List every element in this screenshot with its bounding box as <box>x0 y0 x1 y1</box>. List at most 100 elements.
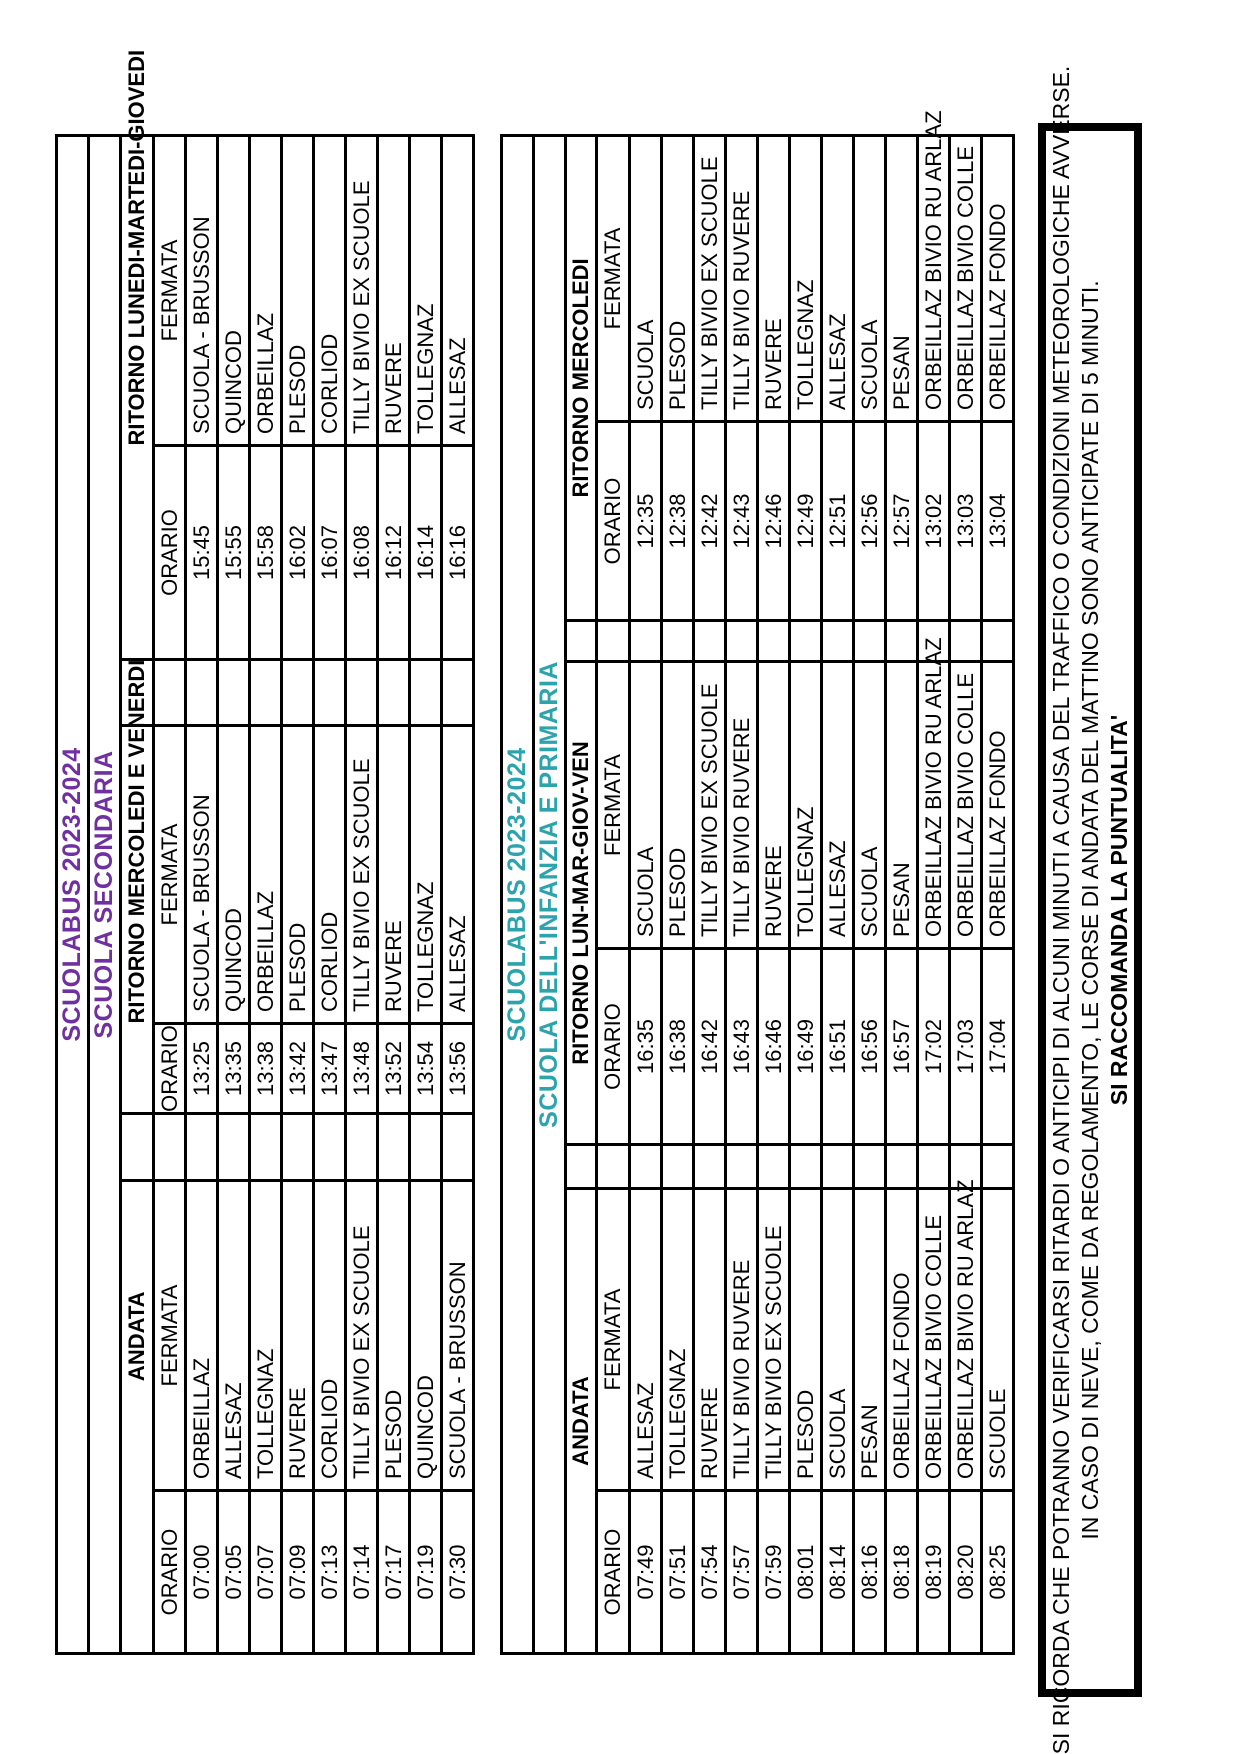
time-cell: 16:08 <box>345 445 378 660</box>
stop-cell: ALLESAZ <box>441 725 474 1024</box>
gap-cell <box>821 620 854 662</box>
time-cell: 13:52 <box>377 1023 410 1114</box>
gap-cell <box>185 1113 218 1181</box>
stop-cell: ALLESAZ <box>821 135 854 422</box>
time-cell: 13:25 <box>185 1023 218 1114</box>
gap-cell <box>596 1144 630 1189</box>
stop-cell: PLESOD <box>281 725 314 1024</box>
time-cell: 16:57 <box>885 948 918 1145</box>
gap-cell <box>185 659 218 726</box>
fermata-column-header: FERMATA <box>153 725 186 1024</box>
gap-cell <box>120 1113 154 1181</box>
stop-cell: QUINCOD <box>217 725 250 1024</box>
stop-cell: ALLESAZ <box>441 135 474 446</box>
table-row: 07:54 RUVERE 16:42 TILLY BIVIO EX SCUOLE 12:… <box>693 135 726 1654</box>
table-row: 07:14 TILLY BIVIO EX SCUOLE 13:48 TILLY BIV… <box>345 135 378 1654</box>
stop-cell: CORLIOD <box>313 135 346 446</box>
orario-column-header: ORARIO <box>153 445 186 660</box>
gap-cell <box>917 1144 950 1189</box>
time-cell: 12:56 <box>853 421 886 621</box>
gap-cell <box>565 1144 597 1189</box>
table-row: 07:59 TILLY BIVIO EX SCUOLE 16:46 RUVERE 12:… <box>757 135 790 1654</box>
notice-line-1: SI RICORDA CHE POTRANNO VERIFICARSI RITA… <box>1047 65 1074 1754</box>
time-cell: 16:02 <box>281 445 314 660</box>
stop-cell: SCUOLA <box>821 1188 854 1491</box>
gap-cell <box>693 1144 726 1189</box>
table-row: 08:19 ORBEILLAZ BIVIO COLLE 17:02 ORBEILLAZ… <box>917 110 950 1654</box>
stop-cell: ALLESAZ <box>629 1188 662 1491</box>
time-cell: 13:35 <box>217 1023 250 1114</box>
time-cell: 13:48 <box>345 1023 378 1114</box>
section-header-spacer <box>120 1023 154 1114</box>
time-cell: 13:38 <box>249 1023 282 1114</box>
table-row: 08:16 PESAN 16:56 SCUOLA 12:56 SCUOLA <box>853 135 886 1654</box>
stop-cell: RUVERE <box>377 725 410 1024</box>
time-cell: 13:03 <box>949 421 982 621</box>
stop-cell: ORBEILLAZ BIVIO COLLE <box>949 135 982 422</box>
timetable-grid: SCUOLABUS 2023-2024 SCUOLA DELL'INFANZIA … <box>500 110 1015 1655</box>
section-header-spacer <box>120 445 154 660</box>
stop-cell: ORBEILLAZ FONDO <box>981 661 1014 949</box>
time-cell: 16:42 <box>693 948 726 1145</box>
gap-cell <box>565 620 597 662</box>
stop-cell: ORBEILLAZ BIVIO RU ARLAZ <box>949 1179 982 1491</box>
stop-cell: CORLIOD <box>313 725 346 1024</box>
gap-cell <box>853 620 886 662</box>
stop-cell: RUVERE <box>757 135 790 422</box>
stop-cell: TOLLEGNAZ <box>789 135 822 422</box>
time-cell: 13:54 <box>409 1023 442 1114</box>
time-cell: 13:04 <box>981 421 1014 621</box>
gap-cell <box>757 620 790 662</box>
fermata-column-header: FERMATA <box>153 1180 186 1491</box>
table-row: 08:01 PLESOD 16:49 TOLLEGNAZ 12:49 TOLLEGNAZ <box>789 135 822 1654</box>
time-cell: 13:42 <box>281 1023 314 1114</box>
time-cell: 07:09 <box>281 1490 314 1654</box>
time-cell: 07:07 <box>249 1490 282 1654</box>
time-cell: 07:05 <box>217 1490 250 1654</box>
time-cell: 16:12 <box>377 445 410 660</box>
time-cell: 08:14 <box>821 1490 854 1654</box>
gap-cell <box>757 1144 790 1189</box>
gap-cell <box>409 659 442 726</box>
section-header: RITORNO MERCOLEDI E VENERDI <box>120 660 154 1024</box>
gap-cell <box>153 659 186 726</box>
stop-cell: QUINCOD <box>409 1180 442 1491</box>
stop-cell: ORBEILLAZ BIVIO COLLE <box>949 661 982 949</box>
gap-cell <box>949 620 982 662</box>
time-cell: 17:03 <box>949 948 982 1145</box>
time-cell: 07:13 <box>313 1490 346 1654</box>
time-cell: 15:58 <box>249 445 282 660</box>
notice-line-3: SI RACCOMANDA LA PUNTUALITA' <box>1105 714 1132 1106</box>
stop-cell: TOLLEGNAZ <box>409 725 442 1024</box>
stop-cell: ORBEILLAZ <box>249 135 282 446</box>
table-row: 07:13 CORLIOD 13:47 CORLIOD 16:07 CORLIOD <box>313 135 346 1654</box>
stop-cell: PESAN <box>853 1188 886 1491</box>
table-title: SCUOLABUS 2023-2024 <box>501 135 534 1654</box>
stop-cell: TOLLEGNAZ <box>409 135 442 446</box>
gap-cell <box>853 1144 886 1189</box>
gap-cell <box>345 659 378 726</box>
section-header: ANDATA <box>120 1180 154 1491</box>
stop-cell: RUVERE <box>757 661 790 949</box>
stop-cell: ORBEILLAZ FONDO <box>885 1188 918 1491</box>
stop-cell: PLESOD <box>661 135 694 422</box>
gap-cell <box>249 659 282 726</box>
stop-cell: SCUOLA - BRUSSON <box>185 135 218 446</box>
stop-cell: SCUOLA - BRUSSON <box>441 1180 474 1491</box>
table-row: 07:09 RUVERE 13:42 PLESOD 16:02 PLESOD <box>281 135 314 1654</box>
time-cell: 16:38 <box>661 948 694 1145</box>
table-row: ORARIO FERMATA ORARIO FERMATA ORARIO FERMATA <box>153 135 186 1654</box>
table-row: 08:14 SCUOLA 16:51 ALLESAZ 12:51 ALLESAZ <box>821 135 854 1654</box>
time-cell: 07:14 <box>345 1490 378 1654</box>
gap-cell <box>281 659 314 726</box>
gap-cell <box>377 659 410 726</box>
gap-cell <box>377 1113 410 1181</box>
table-row: 07:00 ORBEILLAZ 13:25 SCUOLA - BRUSSON 15:45… <box>185 135 218 1654</box>
stop-cell: QUINCOD <box>217 135 250 446</box>
gap-cell <box>629 620 662 662</box>
time-cell: 07:59 <box>757 1490 790 1654</box>
time-cell: 16:35 <box>629 948 662 1145</box>
table-row: 07:17 PLESOD 13:52 RUVERE 16:12 RUVERE <box>377 135 410 1654</box>
table-row: 07:30 SCUOLA - BRUSSON 13:56 ALLESAZ 16:16 AL… <box>441 135 474 1654</box>
stop-cell: ALLESAZ <box>217 1180 250 1491</box>
